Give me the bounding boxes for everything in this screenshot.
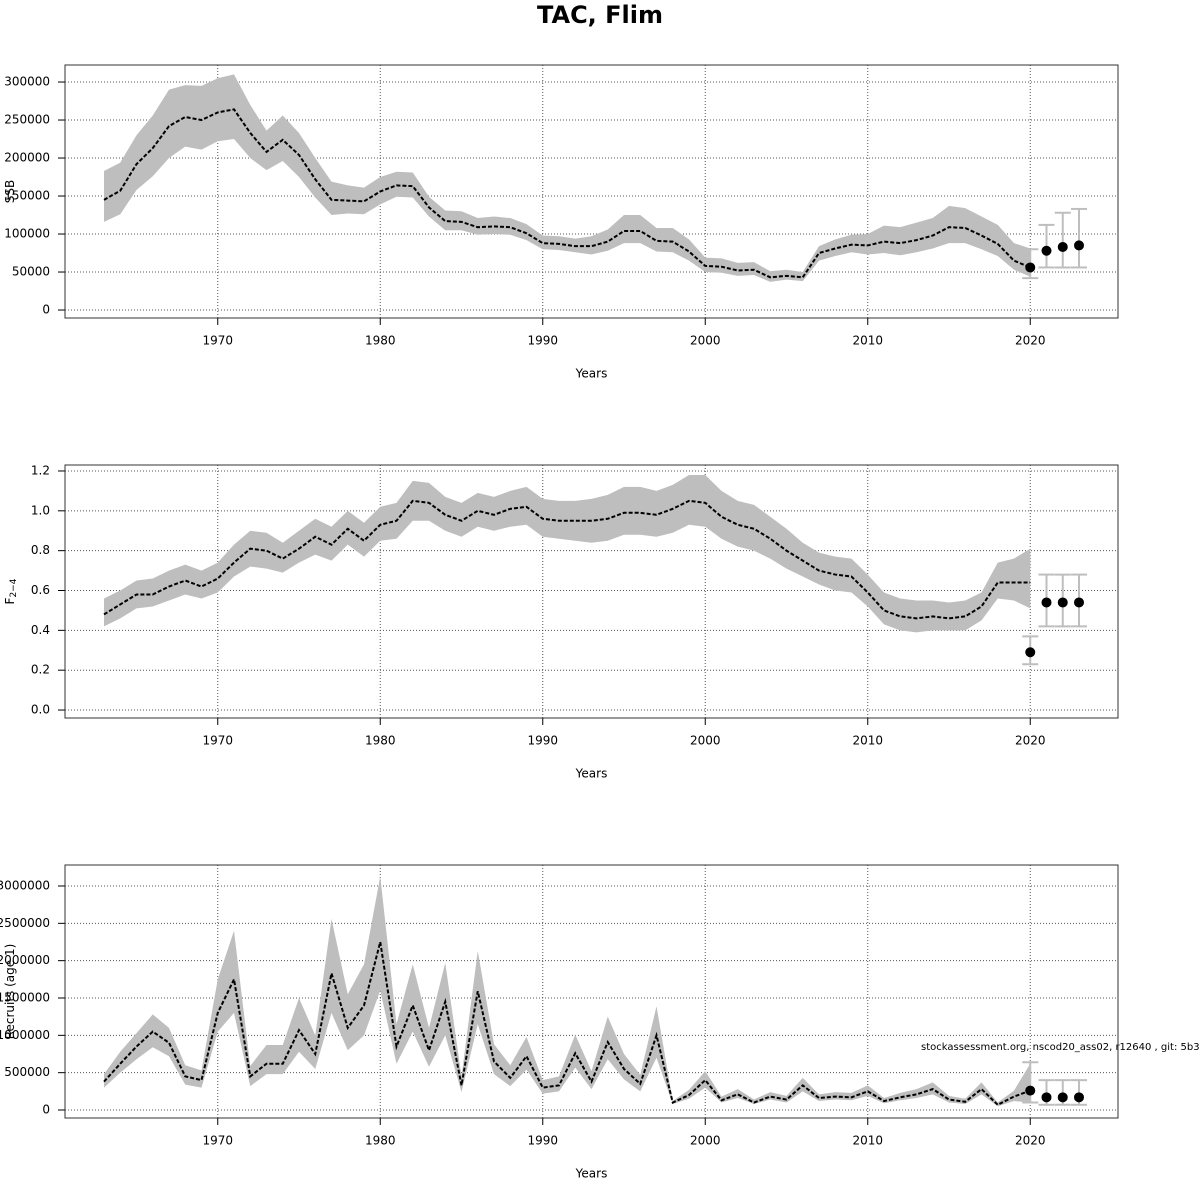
x-tick-label: 1980: [365, 734, 396, 748]
x-tick-label: 1970: [202, 734, 233, 748]
x-tick-label: 2000: [690, 734, 721, 748]
forecast-point: [1041, 245, 1052, 256]
x-tick-label: 1990: [527, 1134, 558, 1148]
y-tick-label: 250000: [4, 113, 50, 127]
x-tick-label: 1990: [527, 734, 558, 748]
estimate-line: [103, 941, 1031, 1106]
x-tick-label: 1980: [365, 334, 396, 348]
x-tick-label: 2020: [1015, 1134, 1046, 1148]
forecast-point: [1041, 1092, 1052, 1103]
y-tick-label: 2000000: [0, 953, 50, 967]
x-tick-label: 2000: [690, 334, 721, 348]
y-axis-label: Recruits (age 1): [3, 944, 17, 1040]
y-tick-label: 0: [42, 1103, 50, 1117]
y-tick-label: 1000000: [0, 1028, 50, 1042]
x-tick-label: 2010: [852, 734, 883, 748]
forecast-point: [1057, 1092, 1068, 1103]
x-tick-label: 2010: [852, 334, 883, 348]
x-tick-label: 2020: [1015, 734, 1046, 748]
y-tick-label: 1.2: [31, 463, 50, 477]
y-tick-label: 2500000: [0, 916, 50, 930]
confidence-band: [104, 74, 1031, 282]
x-axis-label: Years: [575, 767, 608, 781]
y-tick-label: 100000: [4, 227, 50, 241]
x-axis-label: Years: [575, 1167, 608, 1181]
y-tick-label: 300000: [4, 75, 50, 89]
y-axis-label-subscript: 2−4: [9, 578, 19, 597]
x-tick-label: 2010: [852, 1134, 883, 1148]
y-tick-label: 3000000: [0, 878, 50, 892]
y-tick-label: 200000: [4, 151, 50, 165]
footnote: stockassessment.org, nscod20_ass02, r126…: [921, 1042, 1200, 1053]
forecast-point: [1025, 647, 1036, 658]
y-axis-label: SSB: [3, 180, 17, 203]
y-tick-label: 0.4: [31, 623, 50, 637]
y-axis-label-main: F: [3, 597, 17, 604]
estimate-line: [103, 499, 1031, 620]
page-title: TAC, Flim: [537, 1, 663, 29]
forecast-point: [1074, 240, 1084, 251]
forecast-point: [1074, 1092, 1084, 1103]
confidence-band: [104, 876, 1031, 1107]
forecast-point: [1074, 597, 1084, 608]
y-axis-label: F2−4: [3, 578, 19, 604]
y-axis-label-main: Recruits (age 1): [3, 944, 17, 1040]
y-tick-label: 1500000: [0, 990, 50, 1004]
x-tick-label: 2000: [690, 1134, 721, 1148]
forecast-point: [1057, 241, 1068, 252]
forecast-point: [1025, 1085, 1036, 1096]
estimate-line: [103, 108, 1031, 279]
forecast-point: [1025, 262, 1036, 273]
y-tick-label: 0.8: [31, 543, 50, 557]
x-tick-label: 1970: [202, 334, 233, 348]
y-tick-label: 1.0: [31, 503, 50, 517]
plot-frame: [64, 64, 1119, 319]
y-tick-label: 0.2: [31, 663, 50, 677]
x-tick-label: 1990: [527, 334, 558, 348]
y-tick-label: 150000: [4, 189, 50, 203]
forecast-point: [1041, 597, 1052, 608]
y-tick-label: 500000: [4, 1065, 50, 1079]
y-tick-label: 50000: [12, 265, 50, 279]
x-tick-label: 2020: [1015, 334, 1046, 348]
y-tick-label: 0.0: [31, 703, 50, 717]
x-tick-label: 1980: [365, 1134, 396, 1148]
x-tick-label: 1970: [202, 1134, 233, 1148]
plot-frame: [64, 864, 1119, 1119]
x-axis-label: Years: [575, 367, 608, 381]
y-tick-label: 0: [42, 303, 50, 317]
plot-frame: [64, 464, 1119, 719]
y-axis-label-main: SSB: [3, 180, 17, 203]
y-tick-label: 0.6: [31, 583, 50, 597]
forecast-point: [1057, 597, 1068, 608]
confidence-band: [104, 474, 1031, 633]
